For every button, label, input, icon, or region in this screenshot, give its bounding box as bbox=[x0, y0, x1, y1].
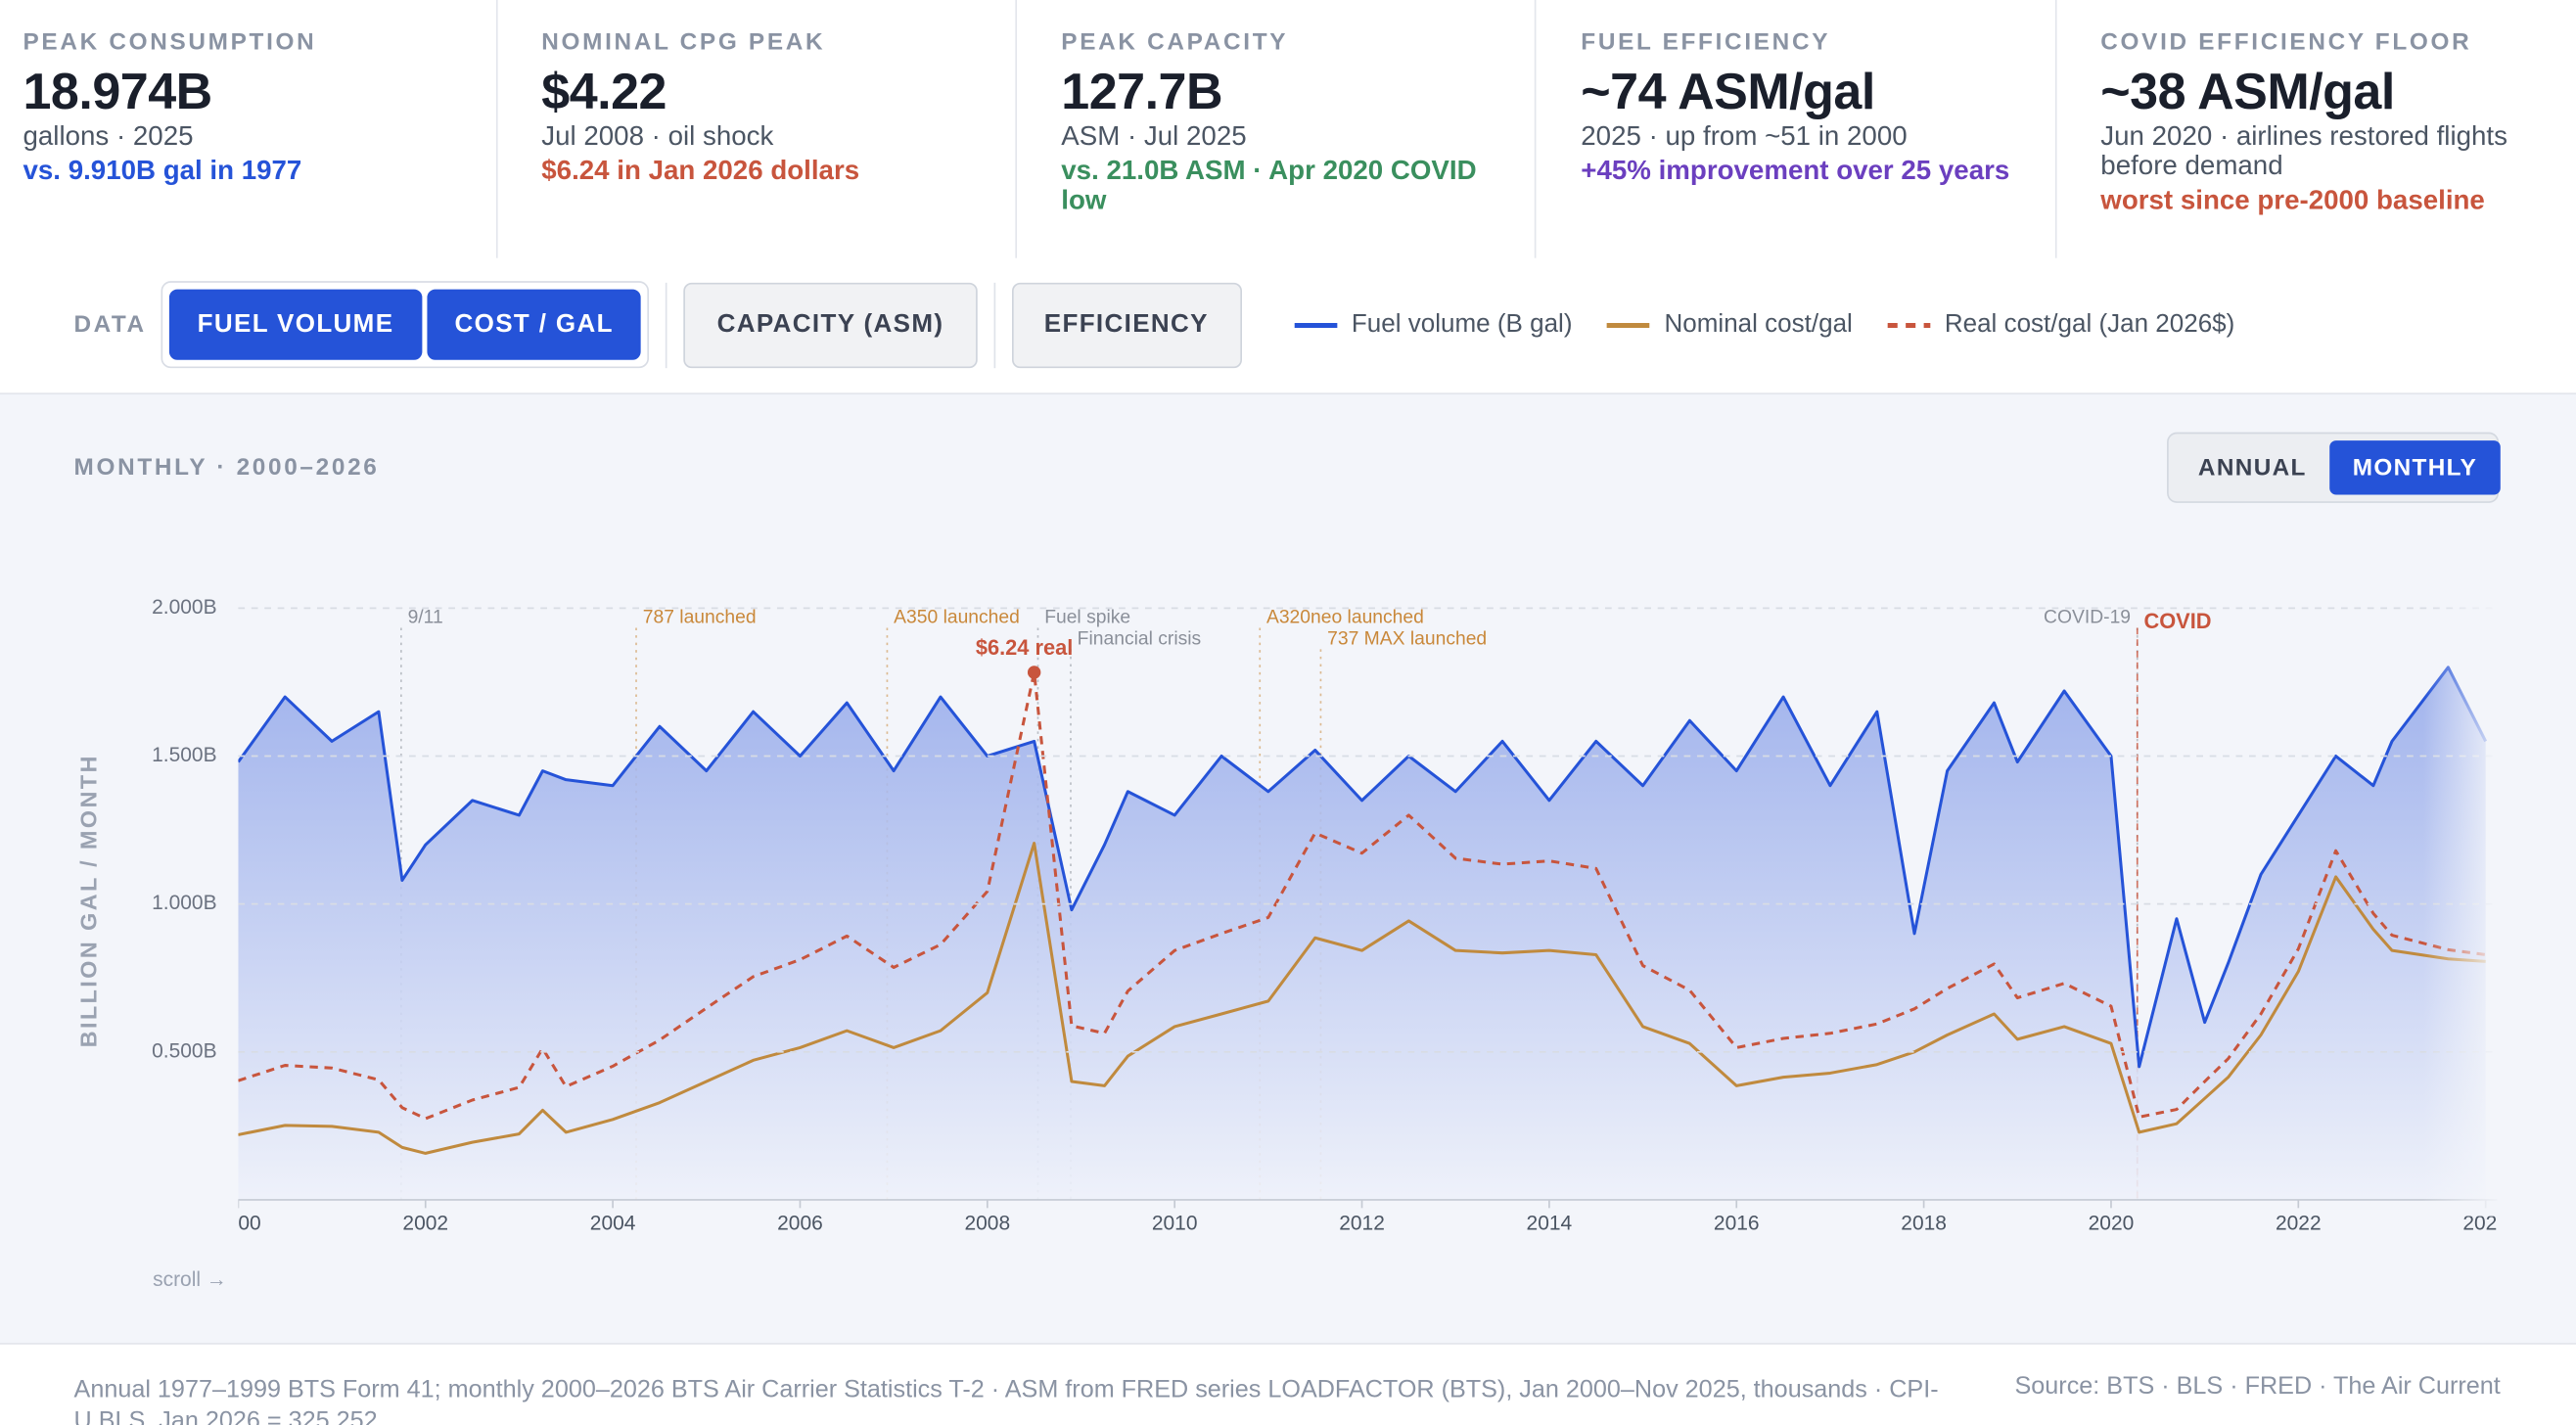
kpi-note: $6.24 in Jan 2026 dollars bbox=[541, 156, 860, 186]
annotation-label: 737 MAX launched bbox=[1327, 628, 1487, 649]
legend-label: Nominal cost/gal bbox=[1664, 309, 1853, 339]
button-group: FUEL VOLUME COST / GAL bbox=[161, 281, 650, 369]
data-button[interactable]: EFFICIENCY bbox=[1011, 282, 1242, 368]
legend-item: Real cost/gal (Jan 2026$) bbox=[1885, 310, 2234, 340]
legend: Fuel volume (B gal) Nominal cost/gal Real … bbox=[1292, 310, 2234, 340]
y-tick-label: 1.000B bbox=[152, 892, 216, 914]
data-button[interactable]: CAPACITY (ASM) bbox=[684, 282, 977, 368]
annotation-label: 787 launched bbox=[643, 608, 757, 628]
y-tick-label: 1.500B bbox=[152, 744, 216, 766]
kpi-card: PEAK CONSUMPTION 18.974B gallons · 2025 vs.… bbox=[0, 0, 497, 258]
legend-swatch bbox=[1887, 322, 1930, 328]
granularity-toggle: ANNUAL MONTHLY bbox=[2167, 432, 2501, 503]
toggle-button[interactable]: ANNUAL bbox=[2197, 454, 2307, 482]
series-line bbox=[238, 670, 2486, 1121]
data-button[interactable]: FUEL VOLUME bbox=[169, 289, 422, 360]
data-button[interactable]: COST / GAL bbox=[426, 289, 642, 360]
x-tick-label: 2018 bbox=[1901, 1213, 1947, 1235]
legend-swatch bbox=[1294, 322, 1337, 328]
legend-swatch bbox=[1606, 322, 1650, 328]
kpi-card: NOMINAL CPG PEAK $4.22 Jul 2008 · oil shoc… bbox=[497, 0, 1017, 258]
y-axis-label: BILLION GAL / MONTH bbox=[76, 754, 102, 1047]
kpi-sub: 2025 · up from ~51 in 2000 bbox=[1581, 121, 1908, 152]
x-tick-label: 2014 bbox=[1527, 1213, 1573, 1235]
annotation-label: COVID-19 bbox=[2044, 608, 2131, 628]
x-tick-label: 2004 bbox=[590, 1213, 636, 1235]
x-tick-label: 2022 bbox=[2276, 1213, 2322, 1235]
controls: DATA FUEL VOLUME COST / GAL CAPACITY (ASM)… bbox=[74, 279, 2235, 369]
x-tick-label: 2006 bbox=[777, 1213, 823, 1235]
x-tick-label: 2008 bbox=[964, 1213, 1010, 1235]
plot-area: 9/11 787 launched A350 launched Fuel spikeF… bbox=[215, 608, 2508, 1235]
kpi-sub: Jul 2008 · oil shock bbox=[541, 121, 774, 152]
kpi-sub: Jun 2020 · airlines restored flights bef… bbox=[2100, 121, 2507, 181]
kpi-value: 127.7B bbox=[1061, 62, 1223, 120]
kpi-note: worst since pre-2000 baseline bbox=[2100, 185, 2485, 215]
kpi-label: FUEL EFFICIENCY bbox=[1581, 29, 1831, 57]
annotation-label: Fuel spike bbox=[1044, 608, 1130, 628]
annotation-label: A320neo launched bbox=[1266, 608, 1424, 628]
peak-marker bbox=[1027, 666, 1041, 679]
controls-label: DATA bbox=[73, 311, 147, 339]
x-tick-label: 2010 bbox=[1152, 1213, 1198, 1235]
annotation-label: 9/11 bbox=[408, 608, 443, 628]
chart-title: MONTHLY · 2000–2026 bbox=[74, 454, 380, 481]
x-tick-label: 2020 bbox=[2089, 1213, 2135, 1235]
annotation-label: COVID bbox=[2143, 609, 2211, 633]
button-group: EFFICIENCY bbox=[1011, 282, 1242, 368]
footer-source: Source: BTS · BLS · FRED · The Air Curre… bbox=[2014, 1372, 2501, 1401]
kpi-value: ~38 ASM/gal bbox=[2100, 62, 2395, 120]
y-tick-label: 0.500B bbox=[152, 1039, 216, 1062]
footer-note: Annual 1977–1999 BTS Form 41; monthly 20… bbox=[73, 1375, 1939, 1425]
x-tick-label: 2002 bbox=[402, 1213, 448, 1235]
kpi-card: COVID EFFICIENCY FLOOR ~38 ASM/gal Jun 202… bbox=[2056, 0, 2576, 258]
scroll-fade bbox=[2422, 558, 2506, 1217]
kpi-label: COVID EFFICIENCY FLOOR bbox=[2100, 29, 2472, 57]
legend-label: Real cost/gal (Jan 2026$) bbox=[1944, 309, 2235, 339]
chart: MONTHLY · 2000–2026 BILLION GAL / MONTH … bbox=[74, 454, 2508, 1291]
kpi-note: +45% improvement over 25 years bbox=[1581, 156, 2010, 186]
legend-item: Nominal cost/gal bbox=[1605, 310, 1853, 340]
scroll-hint: scroll → bbox=[153, 1268, 227, 1291]
kpi-sub: gallons · 2025 bbox=[23, 121, 194, 152]
separator bbox=[666, 282, 668, 368]
legend-item: Fuel volume (B gal) bbox=[1292, 310, 1572, 340]
kpi-note: vs. 21.0B ASM · Apr 2020 COVID low bbox=[1061, 156, 1477, 215]
separator bbox=[992, 282, 995, 368]
kpi-note: vs. 9.910B gal in 1977 bbox=[23, 156, 302, 186]
x-tick-label: 2016 bbox=[1714, 1213, 1760, 1235]
kpi-row: PEAK CONSUMPTION 18.974B gallons · 2025 vs.… bbox=[0, 0, 2576, 258]
kpi-label: PEAK CAPACITY bbox=[1061, 29, 1289, 57]
annotation-label: A350 launched bbox=[894, 608, 1020, 628]
annotation-label: Financial crisis bbox=[1078, 628, 1202, 649]
series-line bbox=[238, 666, 2488, 1069]
peak-label: $6.24 real bbox=[976, 635, 1073, 660]
toggle-button[interactable]: MONTHLY bbox=[2329, 440, 2501, 495]
kpi-value: $4.22 bbox=[541, 62, 667, 120]
kpi-card: PEAK CAPACITY 127.7B ASM · Jul 2025 vs. 21.… bbox=[1017, 0, 1537, 258]
legend-label: Fuel volume (B gal) bbox=[1351, 309, 1573, 339]
x-tick-label: 2000 bbox=[215, 1213, 261, 1235]
kpi-sub: ASM · Jul 2025 bbox=[1061, 121, 1247, 152]
x-tick-label: 2012 bbox=[1339, 1213, 1385, 1235]
button-group: CAPACITY (ASM) bbox=[684, 282, 977, 368]
kpi-card: FUEL EFFICIENCY ~74 ASM/gal 2025 · up from… bbox=[1537, 0, 2056, 258]
kpi-value: 18.974B bbox=[23, 62, 212, 120]
series-line bbox=[238, 841, 2486, 1155]
kpi-label: NOMINAL CPG PEAK bbox=[541, 29, 826, 57]
x-tick-label: 2024 bbox=[2462, 1213, 2508, 1235]
y-tick-label: 2.000B bbox=[152, 596, 216, 619]
kpi-value: ~74 ASM/gal bbox=[1581, 62, 1875, 120]
kpi-label: PEAK CONSUMPTION bbox=[23, 29, 317, 57]
area-fill bbox=[238, 667, 2486, 1200]
